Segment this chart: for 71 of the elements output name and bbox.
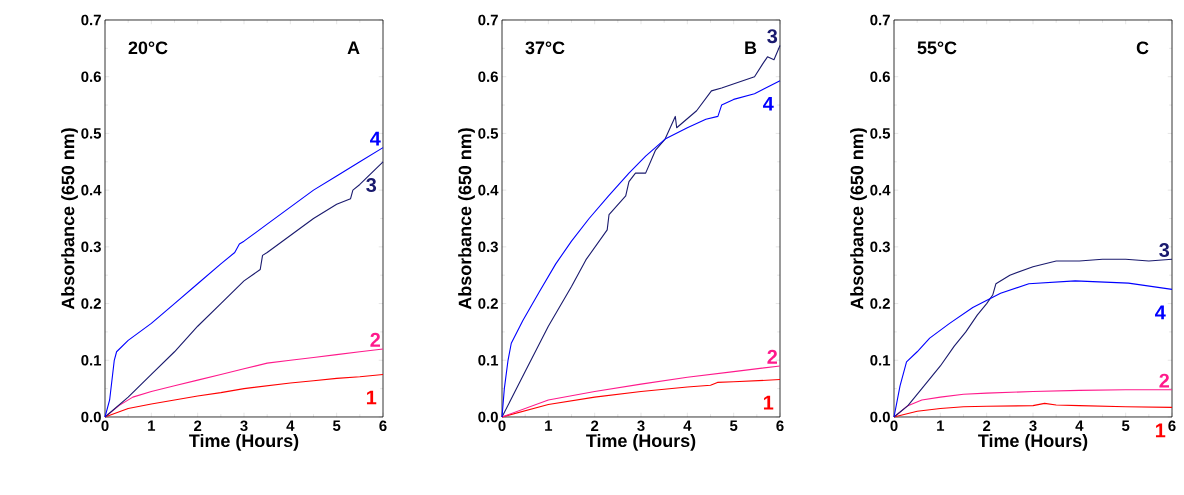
series-label: 3: [1159, 242, 1170, 258]
y-tick-label: 0.2: [478, 298, 498, 309]
y-tick-label: 0.2: [81, 298, 101, 309]
x-tick-label: 3: [637, 420, 645, 432]
y-tick-label: 0.1: [81, 354, 102, 366]
x-axis-title: Time (Hours): [189, 433, 299, 451]
y-tick-label: 0.7: [870, 14, 890, 26]
x-tick-label: 0: [101, 420, 109, 432]
x-tick-label: 5: [729, 420, 738, 431]
y-tick-label: 0.3: [478, 241, 498, 253]
x-axis-title: Time (Hours): [978, 433, 1088, 451]
annotation: 37°C: [525, 41, 565, 55]
series-label: 1: [366, 390, 377, 405]
x-tick-label: 2: [983, 420, 991, 431]
y-tick-label: 0.0: [478, 411, 498, 423]
y-axis-title: Absorbance (650 nm): [850, 128, 867, 310]
x-tick-label: 3: [240, 420, 248, 432]
series-label: 4: [763, 96, 774, 111]
annotation: A: [347, 41, 360, 54]
line-series: [501, 379, 781, 418]
series-label: 3: [366, 177, 377, 193]
series-label: 3: [767, 29, 778, 44]
y-axis-title: Absorbance (650 nm): [61, 128, 78, 310]
y-tick-label: 0.1: [478, 354, 499, 366]
y-tick-label: 0.5: [81, 128, 102, 139]
series-label: 2: [1159, 373, 1170, 388]
x-tick-label: 4: [286, 420, 295, 431]
y-tick-label: 0.6: [478, 71, 498, 82]
y-tick-label: 0.0: [81, 411, 101, 423]
y-tick-label: 0.7: [478, 14, 498, 26]
y-tick-label: 0.3: [81, 241, 101, 253]
x-tick-label: 0: [890, 420, 898, 432]
x-tick-label: 1: [545, 420, 553, 431]
series-label: 4: [1155, 305, 1166, 320]
y-tick-label: 0.4: [870, 184, 891, 196]
y-tick-label: 0.6: [81, 71, 101, 82]
y-tick-label: 0.1: [870, 354, 891, 366]
x-tick-label: 4: [683, 420, 692, 431]
series-label: 2: [767, 349, 778, 364]
x-tick-label: 5: [332, 420, 341, 431]
y-tick-label: 0.5: [870, 128, 891, 139]
x-tick-label: 6: [1168, 420, 1176, 432]
y-tick-label: 0.0: [870, 411, 890, 423]
x-tick-label: 2: [591, 420, 599, 431]
y-axis-title: Absorbance (650 nm): [458, 128, 475, 310]
y-tick-label: 0.2: [870, 298, 890, 309]
y-tick-label: 0.5: [478, 128, 499, 139]
y-tick-label: 0.6: [870, 71, 890, 82]
annotation: 55°C: [917, 41, 957, 55]
x-tick-label: 1: [148, 420, 156, 431]
x-tick-label: 4: [1075, 420, 1084, 431]
x-tick-label: 1: [937, 420, 945, 431]
series-label: 1: [763, 395, 774, 410]
y-tick-label: 0.4: [81, 184, 102, 196]
annotation: B: [745, 41, 757, 54]
y-tick-label: 0.4: [478, 184, 499, 196]
series-label: 2: [370, 332, 380, 347]
line-series: [893, 402, 1173, 418]
annotation: C: [1136, 41, 1149, 55]
y-tick-label: 0.7: [81, 14, 101, 26]
x-tick-label: 2: [194, 420, 202, 431]
x-tick-label: 3: [1029, 420, 1037, 432]
annotation: 20°C: [128, 41, 168, 55]
x-tick-label: 5: [1121, 420, 1130, 431]
x-tick-label: 0: [498, 420, 506, 432]
y-tick-label: 0.3: [870, 241, 890, 253]
line-series: [501, 365, 781, 418]
series-label: 4: [370, 131, 381, 146]
x-tick-label: 6: [379, 420, 387, 432]
x-tick-label: 6: [776, 420, 784, 432]
x-axis-title: Time (Hours): [586, 433, 696, 451]
